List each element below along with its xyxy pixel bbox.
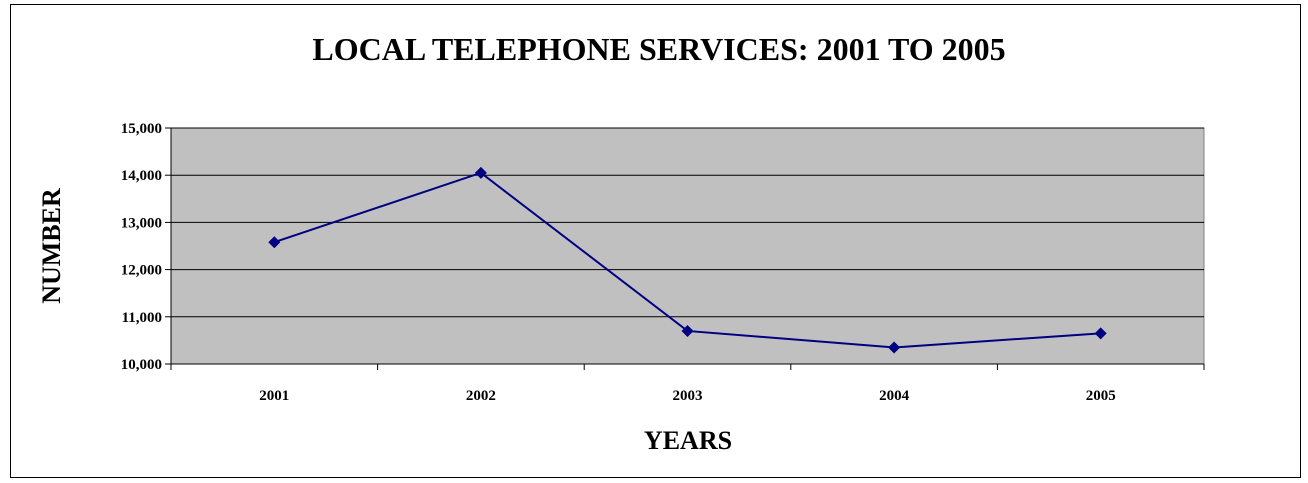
plot-area: [170, 127, 1205, 365]
x-axis-title: YEARS: [644, 426, 732, 455]
y-tick-label: 14,000: [121, 168, 162, 184]
y-axis-title: NUMBER: [37, 188, 66, 304]
x-tick-label: 2004: [879, 388, 910, 404]
x-tick-label: 2005: [1086, 388, 1116, 404]
y-axis: 10,000 11,000 12,000 13,000 14,000 15,000: [121, 121, 172, 373]
data-point-marker: [268, 236, 281, 249]
y-tick-label: 15,000: [121, 121, 162, 137]
x-tick-label: 2002: [466, 388, 496, 404]
gridlines: [171, 127, 1204, 318]
y-tick-label: 13,000: [121, 215, 162, 231]
data-point-marker: [888, 341, 901, 354]
data-series: [268, 166, 1107, 354]
x-tick-label: 2001: [259, 388, 289, 404]
x-tick-label: 2003: [673, 388, 703, 404]
data-point-marker: [474, 166, 487, 179]
y-tick-label: 10,000: [121, 357, 162, 373]
chart-title: LOCAL TELEPHONE SERVICES: 2001 TO 2005: [312, 31, 1005, 67]
data-point-marker: [681, 324, 694, 337]
y-tick-label: 11,000: [122, 310, 162, 326]
x-axis: 2001 2002 2003 2004 2005: [170, 363, 1205, 404]
y-tick-label: 12,000: [121, 263, 162, 279]
data-point-marker: [1094, 327, 1107, 340]
